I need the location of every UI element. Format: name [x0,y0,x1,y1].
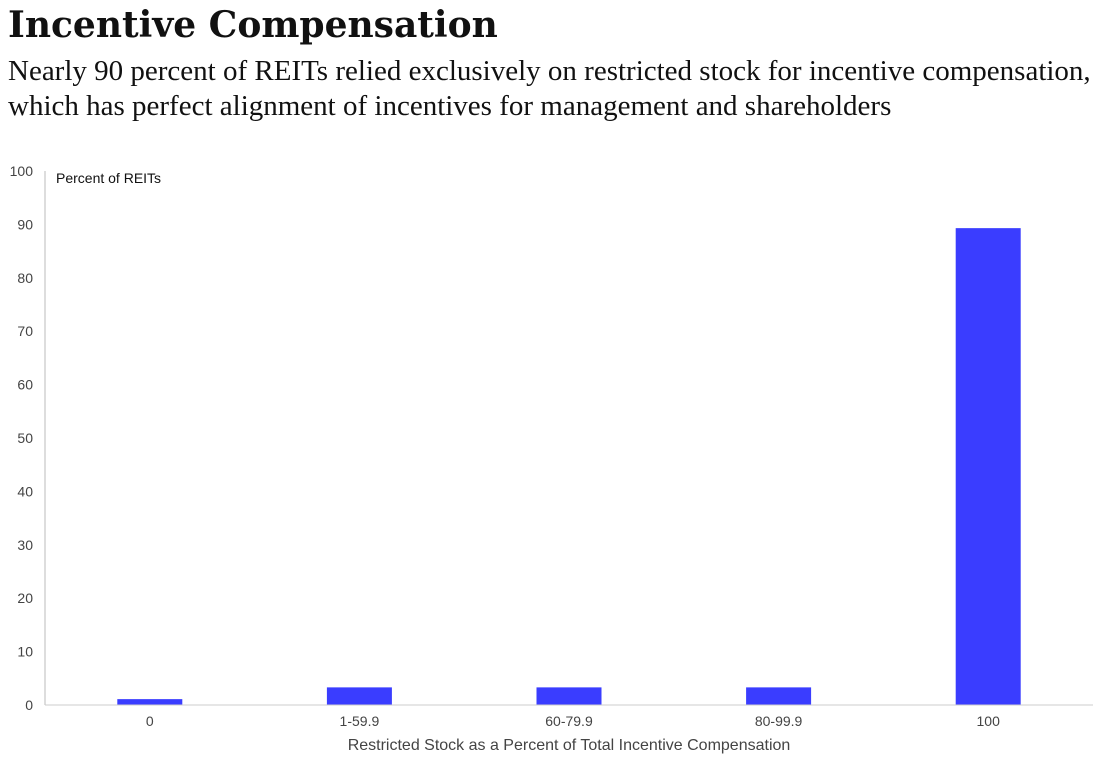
y-tick-label: 60 [17,377,33,393]
y-tick-label: 80 [17,270,33,286]
x-tick-label: 1-59.9 [340,713,380,729]
x-tick-label: 100 [977,713,1001,729]
y-tick-label: 70 [17,323,33,339]
y-tick-label: 50 [17,430,33,446]
y-tick-label: 0 [25,697,33,713]
bar [746,687,812,705]
chart-subtitle: Nearly 90 percent of REITs relied exclus… [8,55,1091,122]
bar [117,699,183,705]
bars [117,228,1021,705]
chart-title: Incentive Compensation [8,4,498,46]
y-tick-label: 100 [10,163,34,179]
y-tick-label: 20 [17,590,33,606]
x-tick-label: 80-99.9 [755,713,803,729]
y-tick-label: 40 [17,483,33,499]
x-axis-label: Restricted Stock as a Percent of Total I… [348,737,791,754]
x-tick-label: 0 [146,713,154,729]
y-tick-label: 90 [17,216,33,232]
bar [955,228,1021,705]
x-tick-label: 60-79.9 [545,713,593,729]
x-axis: 0 1-59.9 60-79.9 80-99.9 100 [45,704,1093,729]
y-tick-label: 30 [17,537,33,553]
bar [326,687,392,705]
y-axis: 0 10 20 30 40 50 60 70 80 90 100 [10,163,46,713]
y-axis-label: Percent of REITs [56,170,161,186]
y-tick-label: 10 [17,644,33,660]
bar [536,687,602,705]
